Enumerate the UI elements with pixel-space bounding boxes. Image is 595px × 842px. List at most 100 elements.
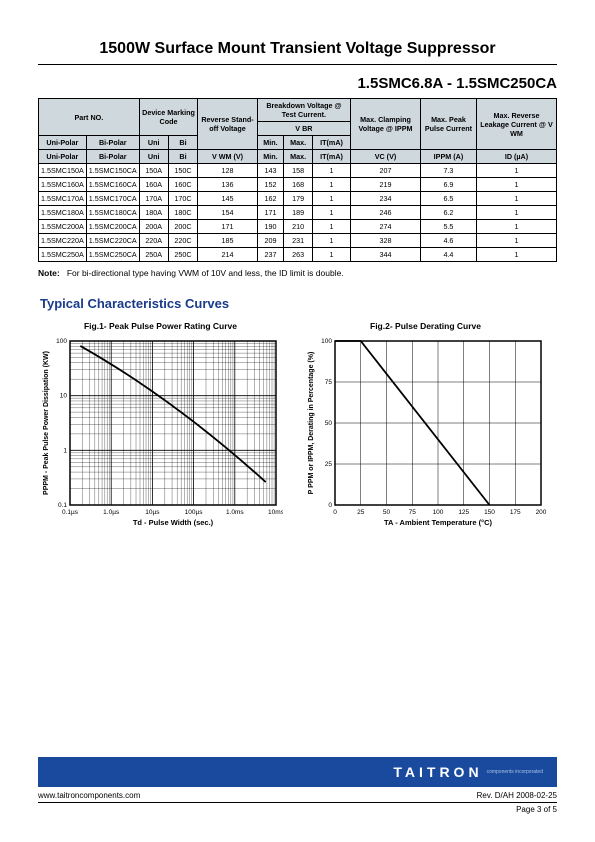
table-row: 1.5SMC250A1.5SMC250CA250A250C21423726313… [39, 248, 557, 262]
table-row: 1.5SMC220A1.5SMC220CA220A220C18520923113… [39, 234, 557, 248]
footer-page: Page 3 of 5 [38, 805, 557, 814]
table-cell: 210 [284, 220, 313, 234]
footer-bar: TAITRON components incorporated [38, 757, 557, 787]
table-cell: 274 [351, 220, 421, 234]
th-partno: Part NO. [39, 99, 140, 136]
svg-text:175: 175 [510, 509, 521, 516]
svg-text:0.1µs: 0.1µs [62, 509, 79, 516]
th-min2: Min. [257, 150, 284, 164]
table-cell: 150C [168, 164, 198, 178]
table-cell: 237 [257, 248, 284, 262]
table-cell: 180A [139, 206, 168, 220]
th-bi2: Bi [168, 150, 198, 164]
note-text: For bi-directional type having VWM of 10… [67, 268, 344, 278]
svg-text:PPPM - Peak Pulse Power Dissip: PPPM - Peak Pulse Power Dissipation (KW) [43, 351, 50, 495]
svg-text:25: 25 [357, 509, 365, 516]
logo-main: TAITRON [393, 764, 482, 780]
table-cell: 1.5SMC250A [39, 248, 87, 262]
footer-rev: Rev. D/AH 2008-02-25 [477, 791, 557, 800]
svg-text:P PPM or IPPM, Derating in Per: P PPM or IPPM, Derating in Percentage (%… [308, 352, 315, 495]
svg-text:TA - Ambient Temperature (°C): TA - Ambient Temperature (°C) [384, 518, 493, 527]
table-cell: 6.2 [420, 206, 476, 220]
note: Note: For bi-directional type having VWM… [38, 268, 557, 278]
th-max: Max. [284, 136, 313, 150]
spec-table: Part NO. Device Marking Code Reverse Sta… [38, 98, 557, 262]
table-row: 1.5SMC150A1.5SMC150CA150A150C12814315812… [39, 164, 557, 178]
table-cell: 4.4 [420, 248, 476, 262]
th-max-peak-pulse: Max. Peak Pulse Current [420, 99, 476, 150]
table-cell: 1 [476, 164, 556, 178]
svg-text:25: 25 [325, 461, 333, 468]
svg-text:125: 125 [458, 509, 469, 516]
table-cell: 1 [313, 178, 351, 192]
table-cell: 170A [139, 192, 168, 206]
table-cell: 1 [476, 234, 556, 248]
table-cell: 171 [257, 206, 284, 220]
table-cell: 250C [168, 248, 198, 262]
chart2-box: Fig.2- Pulse Derating Curve 025507510002… [303, 321, 548, 540]
table-cell: 214 [198, 248, 257, 262]
table-row: 1.5SMC180A1.5SMC180CA180A180C15417118912… [39, 206, 557, 220]
table-cell: 1 [313, 192, 351, 206]
svg-text:0.1: 0.1 [58, 502, 67, 509]
table-cell: 234 [351, 192, 421, 206]
svg-text:100: 100 [321, 338, 332, 345]
table-row: 1.5SMC170A1.5SMC170CA170A170C14516217912… [39, 192, 557, 206]
table-cell: 189 [284, 206, 313, 220]
table-cell: 190 [257, 220, 284, 234]
th-vc: VC (V) [351, 150, 421, 164]
svg-text:100µs: 100µs [185, 509, 204, 516]
table-cell: 1.5SMC200A [39, 220, 87, 234]
table-cell: 180C [168, 206, 198, 220]
table-cell: 143 [257, 164, 284, 178]
table-cell: 145 [198, 192, 257, 206]
table-cell: 170C [168, 192, 198, 206]
table-cell: 171 [198, 220, 257, 234]
table-cell: 1 [313, 206, 351, 220]
table-cell: 136 [198, 178, 257, 192]
table-cell: 1 [476, 192, 556, 206]
table-cell: 160C [168, 178, 198, 192]
table-cell: 220A [139, 234, 168, 248]
table-cell: 200C [168, 220, 198, 234]
chart2-title: Fig.2- Pulse Derating Curve [303, 321, 548, 331]
th-vbr: V BR [257, 122, 350, 136]
charts-container: Fig.1- Peak Pulse Power Rating Curve 0.1… [38, 321, 557, 540]
table-cell: 209 [257, 234, 284, 248]
svg-text:10: 10 [60, 393, 68, 400]
logo-sub: components incorporated [487, 769, 543, 775]
footer-url: www.taitroncomponents.com [38, 791, 140, 800]
table-cell: 1.5SMC200CA [86, 220, 139, 234]
th-vwm: V WM (V) [198, 150, 257, 164]
table-cell: 1 [313, 234, 351, 248]
table-cell: 4.6 [420, 234, 476, 248]
th-bi: Bi [168, 136, 198, 150]
table-cell: 1 [476, 220, 556, 234]
table-cell: 1.5SMC150CA [86, 164, 139, 178]
svg-text:200: 200 [536, 509, 547, 516]
table-cell: 328 [351, 234, 421, 248]
svg-text:50: 50 [325, 420, 333, 427]
table-cell: 5.5 [420, 220, 476, 234]
th-bipolar: Bi-Polar [86, 136, 139, 150]
footer-divider [38, 802, 557, 803]
table-cell: 150A [139, 164, 168, 178]
svg-text:1.0µs: 1.0µs [103, 509, 120, 516]
table-cell: 128 [198, 164, 257, 178]
svg-text:75: 75 [409, 509, 417, 516]
table-cell: 160A [139, 178, 168, 192]
th-id: ID (µA) [476, 150, 556, 164]
th-it: IT(mA) [313, 136, 351, 150]
svg-text:100: 100 [433, 509, 444, 516]
th-unipolar: Uni-Polar [39, 136, 87, 150]
table-cell: 1.5SMC250CA [86, 248, 139, 262]
chart1-title: Fig.1- Peak Pulse Power Rating Curve [38, 321, 283, 331]
th-device-marking: Device Marking Code [139, 99, 198, 136]
chart2-svg: 02550751000255075100125150175200TA - Amb… [303, 335, 548, 535]
table-cell: 200A [139, 220, 168, 234]
table-cell: 1 [313, 220, 351, 234]
table-cell: 1.5SMC220A [39, 234, 87, 248]
table-cell: 185 [198, 234, 257, 248]
svg-text:Td - Pulse Width (sec.): Td - Pulse Width (sec.) [133, 518, 214, 527]
table-cell: 1.5SMC170CA [86, 192, 139, 206]
